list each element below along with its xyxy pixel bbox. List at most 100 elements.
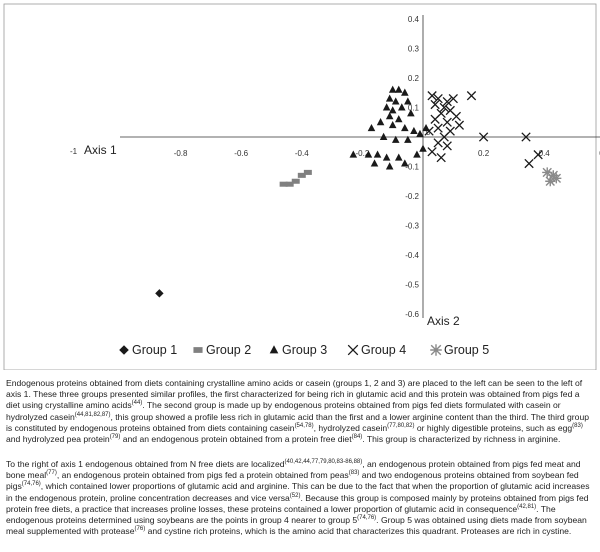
triangle-marker [410, 126, 418, 135]
y-tick-label: -0.5 [405, 281, 419, 290]
data-point [410, 126, 418, 135]
x-tick-label: -0.4 [295, 149, 309, 158]
data-point [419, 144, 427, 152]
triangle-marker [382, 153, 391, 161]
data-point [297, 172, 306, 178]
x-marker [466, 91, 477, 101]
data-point [545, 176, 556, 187]
data-point [413, 150, 421, 158]
y-axis-title: Axis 2 [427, 314, 460, 328]
triangle-marker [385, 162, 394, 170]
data-point [155, 289, 164, 298]
caption-text: , an endogenous protein obtained from pi… [56, 470, 349, 481]
x-marker [424, 126, 434, 136]
triangle-marker [394, 85, 403, 93]
caption-text: . Group 5 was obtained using diets made … [6, 515, 587, 537]
x-tick-label: 0.4 [539, 149, 551, 158]
data-point [391, 97, 400, 105]
legend: Group 1 Group 2 Group 3 Group 4 Group 5 [119, 343, 489, 357]
data-point [291, 178, 300, 184]
x-axis-title: Axis 1 [84, 143, 117, 157]
data-point [407, 109, 415, 117]
asterisk-marker [545, 176, 556, 187]
y-tick-label: -0.6 [405, 310, 419, 319]
data-point [404, 97, 412, 105]
data-point [439, 102, 449, 113]
triangle-marker [394, 115, 403, 123]
diamond-marker [155, 289, 164, 298]
x-marker [433, 93, 443, 104]
asterisk-marker [551, 173, 562, 184]
data-point [427, 91, 437, 101]
x-marker [433, 123, 443, 133]
x-marker [427, 147, 437, 157]
data-point [388, 121, 397, 129]
data-point [466, 91, 477, 101]
data-point [394, 115, 403, 123]
x-marker [427, 91, 437, 101]
legend-marker [269, 345, 279, 354]
y-tick-label: 0.1 [408, 104, 420, 113]
x-tick-label: -0.8 [174, 149, 188, 158]
legend-label: Group 1 [132, 343, 177, 357]
square-marker [285, 181, 294, 187]
y-tick-label: 0.2 [408, 74, 420, 83]
figure-frame [3, 3, 597, 370]
citation-superscript: (83) [348, 470, 360, 477]
data-point [401, 159, 409, 167]
data-point [521, 132, 531, 142]
data-point [364, 150, 373, 158]
data-point [388, 106, 397, 114]
series-group-5 [542, 167, 562, 187]
data-point [433, 123, 443, 133]
square-marker [193, 347, 203, 353]
triangle-marker [269, 345, 279, 354]
data-point [427, 147, 437, 157]
citation-superscript: (74,76) [357, 515, 377, 522]
caption-text: and cystine rich proteins, which is the … [145, 526, 572, 537]
triangle-marker [404, 135, 412, 143]
data-point [385, 162, 394, 170]
triangle-marker [391, 97, 400, 105]
data-point [349, 150, 358, 158]
x-marker [533, 150, 543, 160]
x-marker [478, 132, 489, 142]
triangle-marker [404, 97, 412, 105]
y-tick-label: -0.3 [405, 222, 419, 231]
data-point [404, 135, 412, 143]
y-tick-label: 0.4 [408, 15, 420, 24]
data-point [424, 126, 434, 136]
data-point [401, 123, 409, 132]
data-point [433, 93, 443, 104]
x-marker [436, 152, 446, 163]
data-point [391, 135, 400, 143]
data-point [376, 118, 385, 126]
square-marker [279, 181, 288, 187]
caption-text: To the right of axis 1 endogenous obtain… [6, 459, 285, 469]
triangle-marker [391, 135, 400, 143]
caption-text: , hydrolyzed casein [313, 422, 388, 433]
data-point [401, 88, 409, 96]
x-tick-label: -0.6 [234, 149, 248, 158]
x-marker [448, 93, 458, 104]
caption-text: and hydrolyzed pea protein [6, 434, 110, 445]
triangle-marker [373, 150, 382, 158]
data-point [285, 181, 294, 187]
data-point [382, 103, 391, 111]
legend-label: Group 3 [282, 343, 327, 357]
citation-superscript: (52) [289, 492, 301, 499]
data-point [398, 103, 406, 111]
caption-text: and an endogenous protein obtained from … [120, 434, 352, 445]
legend-label: Group 5 [444, 343, 489, 357]
data-point [451, 111, 461, 122]
data-point [533, 150, 543, 160]
legend-marker [193, 347, 203, 353]
citation-superscript: (79) [109, 434, 121, 441]
diamond-marker [119, 345, 129, 355]
triangle-marker [364, 150, 373, 158]
caption-text: or highly digestible proteins, such as e… [414, 422, 573, 433]
data-point [524, 158, 534, 169]
citation-superscript: (76) [134, 526, 146, 533]
data-point [551, 173, 562, 184]
triangle-marker [382, 103, 391, 111]
